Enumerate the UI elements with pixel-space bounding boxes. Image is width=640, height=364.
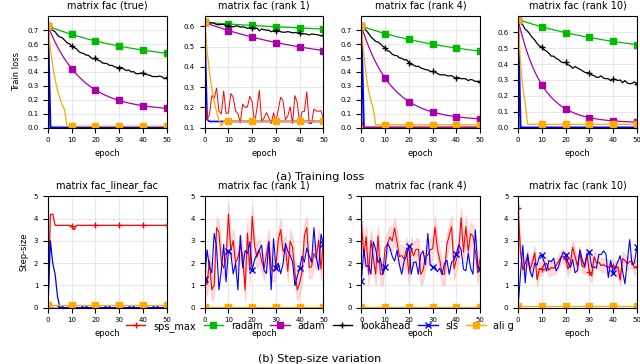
X-axis label: epoch: epoch [95,329,120,338]
X-axis label: epoch: epoch [251,149,277,158]
Legend: sps_max, radam, adam, lookahead, sls, ali g: sps_max, radam, adam, lookahead, sls, al… [122,317,518,336]
X-axis label: epoch: epoch [564,329,590,338]
Y-axis label: Step-size: Step-size [19,233,28,271]
Title: matrix fac (rank 4): matrix fac (rank 4) [375,0,467,10]
Y-axis label: Train loss: Train loss [12,52,22,91]
X-axis label: epoch: epoch [564,149,590,158]
Title: matrix fac (rank 1): matrix fac (rank 1) [218,180,310,190]
X-axis label: epoch: epoch [95,149,120,158]
Text: (a) Training loss: (a) Training loss [276,171,364,182]
Title: matrix fac_linear_fac: matrix fac_linear_fac [56,180,158,191]
Title: matrix fac (rank 1): matrix fac (rank 1) [218,0,310,10]
Title: matrix fac (rank 10): matrix fac (rank 10) [529,180,627,190]
Title: matrix fac (rank 10): matrix fac (rank 10) [529,0,627,10]
X-axis label: epoch: epoch [408,149,434,158]
Text: (b) Step-size variation: (b) Step-size variation [259,353,381,364]
Title: matrix fac (true): matrix fac (true) [67,0,148,10]
X-axis label: epoch: epoch [251,329,277,338]
Title: matrix fac (rank 4): matrix fac (rank 4) [375,180,467,190]
X-axis label: epoch: epoch [408,329,434,338]
